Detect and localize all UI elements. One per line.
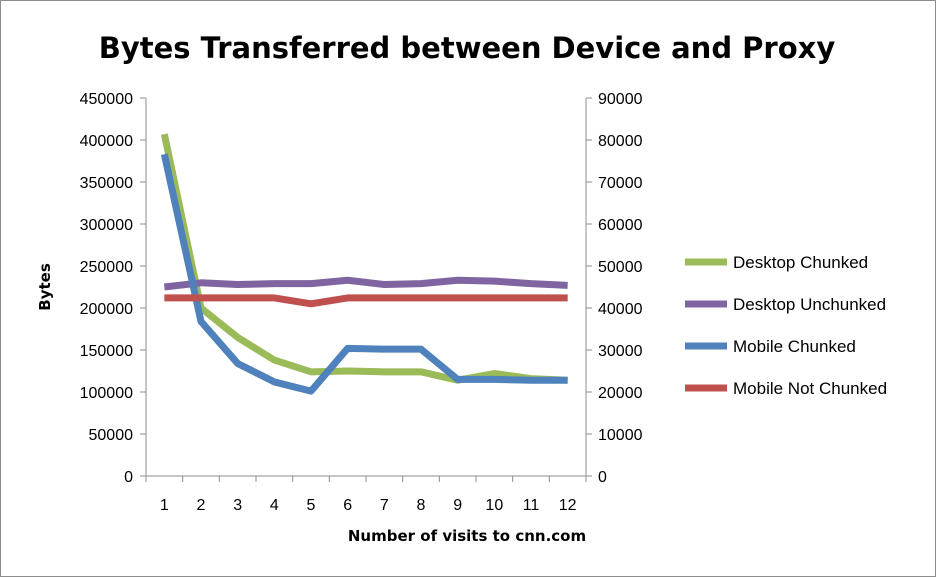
x-tick-label: 7 xyxy=(380,497,389,514)
x-tick-label: 5 xyxy=(307,497,316,514)
y-tick-label-right: 60000 xyxy=(598,217,643,234)
x-tick-label: 2 xyxy=(197,497,206,514)
y-tick-labels-left: 0 50000 100000 150000 200000 250000 300000 3500… xyxy=(80,91,146,486)
legend-label: Desktop Chunked xyxy=(733,253,868,272)
y-tick-label-right: 80000 xyxy=(598,133,643,150)
series-line-desktop-unchunked xyxy=(163,276,568,291)
y-tick-labels-right: 0 10000 20000 30000 40000 50000 60000 70000 8000… xyxy=(586,91,643,486)
y-tick-label-left: 150000 xyxy=(80,343,133,360)
x-axis-title: Number of visits to cnn.com xyxy=(348,527,586,545)
y-tick-label-left: 450000 xyxy=(80,91,133,108)
x-tick-label: 6 xyxy=(343,497,352,514)
y-tick-label-left: 250000 xyxy=(80,259,133,276)
legend-label: Desktop Unchunked xyxy=(733,295,886,314)
y-tick-label-left: 200000 xyxy=(80,301,133,318)
x-tick-labels: 1 2 3 4 5 6 7 8 9 10 11 12 xyxy=(145,476,587,514)
legend-label: Mobile Chunked xyxy=(733,337,856,356)
legend-label: Mobile Not Chunked xyxy=(733,379,887,398)
legend: Desktop Chunked Desktop Unchunked Mobile C… xyxy=(685,253,887,398)
x-tick-label: 1 xyxy=(160,497,169,514)
x-tick-label: 9 xyxy=(453,497,462,514)
series-line-mobile-not-chunked xyxy=(164,294,568,308)
y-tick-label-right: 70000 xyxy=(598,175,643,192)
y-tick-label-left: 300000 xyxy=(80,217,133,234)
series-line-mobile-chunked xyxy=(160,153,568,395)
y-tick-label-right: 40000 xyxy=(598,301,643,318)
y-tick-label-right: 20000 xyxy=(598,385,643,402)
y-tick-label-left: 50000 xyxy=(89,427,134,444)
series-line-desktop-chunked xyxy=(160,133,568,384)
y-tick-label-left: 0 xyxy=(124,469,133,486)
x-tick-label: 8 xyxy=(417,497,426,514)
y-tick-label-right: 0 xyxy=(598,469,607,486)
y-tick-label-left: 100000 xyxy=(80,385,133,402)
chart-title: Bytes Transferred between Device and Pro… xyxy=(99,31,836,65)
x-tick-label: 12 xyxy=(559,497,577,514)
y-tick-label-right: 90000 xyxy=(598,91,643,108)
x-tick-label: 11 xyxy=(523,497,540,514)
axes xyxy=(145,98,587,477)
y-tick-label-right: 30000 xyxy=(598,343,643,360)
x-tick-label: 4 xyxy=(270,497,279,514)
series-lines xyxy=(160,133,568,395)
x-tick-label: 10 xyxy=(485,497,503,514)
y-axis-title: Bytes xyxy=(36,263,54,311)
y-tick-label-left: 350000 xyxy=(80,175,133,192)
y-tick-label-right: 50000 xyxy=(598,259,643,276)
x-tick-label: 3 xyxy=(233,497,242,514)
y-tick-label-left: 400000 xyxy=(80,133,133,150)
y-tick-label-right: 10000 xyxy=(598,427,643,444)
